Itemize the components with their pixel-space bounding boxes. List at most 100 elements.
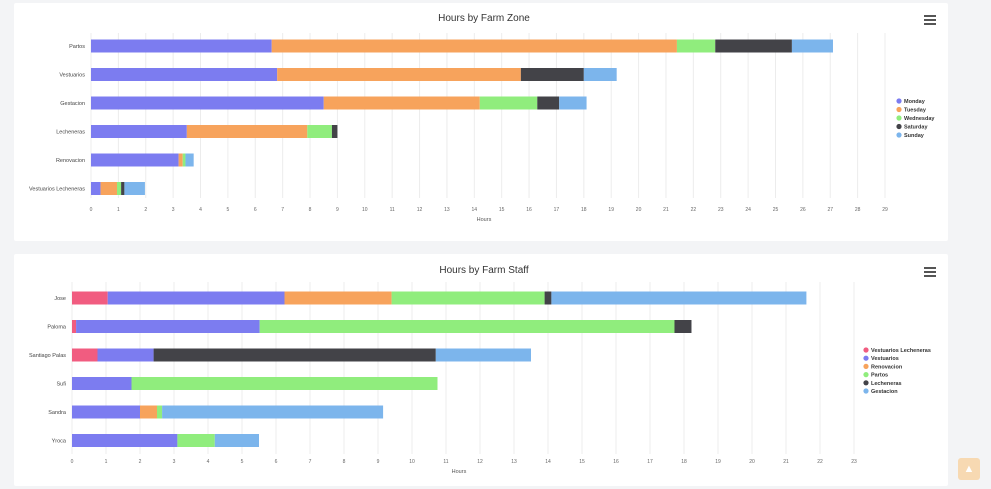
legend-item[interactable]: Vestuarios Lecheneras bbox=[871, 348, 931, 354]
x-tick-label: 1 bbox=[117, 207, 120, 213]
legend-marker bbox=[896, 115, 902, 121]
bar-segment[interactable] bbox=[91, 125, 187, 138]
legend-item[interactable]: Sunday bbox=[904, 133, 925, 139]
x-tick-label: 22 bbox=[817, 459, 823, 465]
bar-segment[interactable] bbox=[72, 348, 98, 362]
x-tick-label: 2 bbox=[139, 459, 142, 465]
bar-segment[interactable] bbox=[153, 348, 436, 362]
bar-segment[interactable] bbox=[537, 96, 560, 110]
x-tick-label: 27 bbox=[827, 207, 833, 213]
x-tick-label: 4 bbox=[199, 207, 202, 213]
x-tick-label: 4 bbox=[207, 459, 210, 465]
legend-item[interactable]: Renovacion bbox=[871, 364, 903, 370]
x-tick-label: 11 bbox=[390, 207, 395, 213]
bar-segment[interactable] bbox=[91, 39, 272, 53]
bar-segment[interactable] bbox=[72, 291, 108, 305]
bar-segment[interactable] bbox=[271, 39, 677, 53]
legend-marker bbox=[863, 388, 869, 394]
legend-item[interactable]: Wednesday bbox=[904, 116, 935, 122]
x-tick-label: 6 bbox=[275, 459, 278, 465]
legend-item[interactable]: Saturday bbox=[904, 125, 928, 131]
x-tick-label: 8 bbox=[343, 459, 346, 465]
chart-title: Hours by Farm Zone bbox=[438, 13, 530, 24]
bar-segment[interactable] bbox=[117, 182, 122, 195]
bar-segment[interactable] bbox=[544, 291, 552, 305]
bar-segment[interactable] bbox=[177, 434, 215, 447]
bar-segment[interactable] bbox=[277, 68, 521, 81]
y-category-label: Partos bbox=[69, 44, 85, 50]
scroll-top-button[interactable]: ▲ bbox=[958, 458, 980, 480]
bar-segment[interactable] bbox=[72, 320, 77, 333]
y-category-label: Renovacion bbox=[56, 158, 85, 164]
bar-segment[interactable] bbox=[479, 96, 538, 110]
bar-segment[interactable] bbox=[284, 291, 392, 305]
bar-segment[interactable] bbox=[674, 320, 692, 333]
bar-segment[interactable] bbox=[121, 182, 125, 195]
y-category-label: Lecheneras bbox=[56, 130, 85, 136]
bar-segment[interactable] bbox=[107, 291, 285, 305]
zone-chart-menu-button[interactable] bbox=[924, 15, 936, 25]
bar-segment[interactable] bbox=[520, 68, 584, 81]
zone-chart-panel: Hours by Farm Zone 0 1 2 3 4 5 6 7 8 9 10 11 12 13 14 15… bbox=[14, 3, 948, 241]
bar-segment[interactable] bbox=[715, 39, 792, 53]
bar-segment[interactable] bbox=[583, 68, 617, 81]
bar-segment[interactable] bbox=[157, 405, 163, 419]
staff-chart-menu-button[interactable] bbox=[924, 267, 936, 277]
bar-segment[interactable] bbox=[91, 68, 278, 81]
x-tick-label: 25 bbox=[773, 207, 779, 213]
bar-segment[interactable] bbox=[214, 434, 259, 447]
bar-segment[interactable] bbox=[131, 377, 438, 390]
hamburger-menu-icon bbox=[924, 267, 936, 269]
x-tick-label: 16 bbox=[526, 207, 532, 213]
bar-segment[interactable] bbox=[91, 182, 101, 195]
bar-segment[interactable] bbox=[182, 153, 186, 167]
x-tick-label: 6 bbox=[254, 207, 257, 213]
bar-segment[interactable] bbox=[676, 39, 716, 53]
bar-segment[interactable] bbox=[100, 182, 118, 195]
legend-item[interactable]: Vestuarios bbox=[871, 356, 899, 362]
bar-segment[interactable] bbox=[178, 153, 183, 167]
bar-segment[interactable] bbox=[331, 125, 338, 138]
bar-segment[interactable] bbox=[140, 405, 157, 419]
x-tick-label: 7 bbox=[281, 207, 284, 213]
x-tick-label: 18 bbox=[681, 459, 687, 465]
bar-segment[interactable] bbox=[72, 434, 178, 447]
legend-item[interactable]: Tuesday bbox=[904, 108, 927, 114]
x-tick-label: 3 bbox=[172, 207, 175, 213]
x-tick-label: 21 bbox=[663, 207, 669, 213]
x-tick-label: 24 bbox=[745, 207, 751, 213]
legend-item[interactable]: Gestacion bbox=[871, 389, 898, 395]
legend-marker bbox=[863, 355, 869, 361]
legend-item[interactable]: Lecheneras bbox=[871, 381, 902, 387]
bar-segment[interactable] bbox=[76, 320, 260, 333]
y-category-label: Vestuarios Lecheneras bbox=[29, 187, 85, 193]
bar-segment[interactable] bbox=[185, 153, 194, 167]
legend-item[interactable]: Monday bbox=[904, 99, 926, 105]
bar-segment[interactable] bbox=[97, 348, 154, 362]
bar-segment[interactable] bbox=[72, 377, 132, 390]
bar-segment[interactable] bbox=[559, 96, 587, 110]
bar-segment[interactable] bbox=[259, 320, 675, 333]
x-tick-label: 23 bbox=[718, 207, 724, 213]
bar-segment[interactable] bbox=[791, 39, 833, 53]
bar-segment[interactable] bbox=[551, 291, 807, 305]
bar-segment[interactable] bbox=[124, 182, 145, 195]
x-tick-label: 2 bbox=[144, 207, 147, 213]
staff-chart-panel: Hours by Farm Staff 0 1 2 3 4 5 6 7 8 9 10 11 12 13 14 1… bbox=[14, 254, 948, 486]
legend-marker bbox=[896, 106, 902, 113]
bar-segment[interactable] bbox=[91, 96, 324, 110]
legend-marker bbox=[896, 123, 902, 130]
bar-segment[interactable] bbox=[323, 96, 480, 110]
bar-segment[interactable] bbox=[91, 153, 179, 167]
bar-segment[interactable] bbox=[307, 125, 332, 138]
legend-item[interactable]: Partos bbox=[871, 373, 888, 379]
x-tick-label: 14 bbox=[545, 459, 551, 465]
bar-segment[interactable] bbox=[72, 405, 140, 419]
bar-segment[interactable] bbox=[162, 405, 384, 419]
x-axis-label: Hours bbox=[477, 217, 492, 223]
legend-marker bbox=[863, 363, 869, 369]
bar-segment[interactable] bbox=[391, 291, 545, 305]
bar-segment[interactable] bbox=[435, 348, 531, 362]
bar-segment[interactable] bbox=[186, 125, 308, 138]
